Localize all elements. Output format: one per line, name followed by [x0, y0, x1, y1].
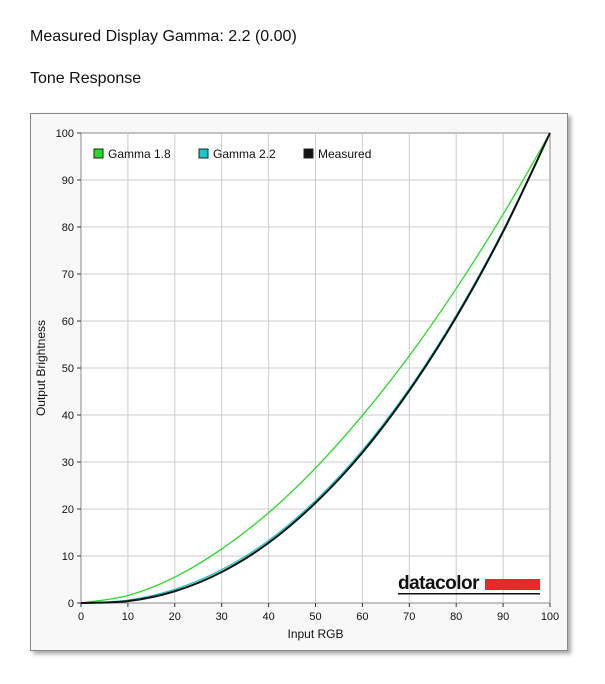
x-tick-label: 30: [216, 611, 228, 623]
y-axis-label: Output Brightness: [34, 320, 48, 416]
legend: Gamma 1.8 Gamma 2.2 Measured: [93, 147, 371, 161]
series-line-gamma-1-8: [80, 132, 551, 604]
legend-label: Measured: [318, 147, 371, 161]
grid: [81, 133, 550, 603]
legend-label: Gamma 2.2: [213, 147, 276, 161]
legend-swatch: [198, 148, 209, 159]
series-line-measured: [80, 132, 551, 604]
logo-text: datacolor: [398, 573, 480, 594]
x-tick-label: 10: [122, 611, 134, 623]
y-tick-label: 0: [68, 598, 74, 610]
x-tick-label: 40: [262, 611, 274, 623]
x-tick-label: 50: [309, 611, 321, 623]
y-tick-label: 70: [62, 269, 74, 281]
legend-swatch: [303, 148, 314, 159]
y-tick-label: 50: [62, 363, 74, 375]
y-tick-label: 90: [62, 175, 74, 187]
x-tick-label: 0: [78, 611, 84, 623]
chart-section-title: Tone Response: [30, 70, 142, 87]
series-layer: [80, 132, 551, 604]
x-tick-label: 80: [450, 611, 462, 623]
x-tick-label: 70: [403, 611, 415, 623]
tick-labels: 0 10 20 30 40 50 60 70 80 90 100 0 10 20 30 40 50 60 70 80 9…: [56, 128, 560, 623]
x-tick-label: 60: [356, 611, 368, 623]
y-tick-label: 60: [62, 316, 74, 328]
y-tick-label: 80: [62, 222, 74, 234]
datacolor-logo: datacolor: [398, 573, 540, 595]
chart-frame: 0 10 20 30 40 50 60 70 80 90 100 0 10 20 30 40 50 60 70 80 9…: [30, 113, 568, 651]
tone-response-chart: 0 10 20 30 40 50 60 70 80 90 100 0 10 20 30 40 50 60 70 80 9…: [34, 128, 560, 641]
x-tick-label: 100: [541, 611, 559, 623]
page-title: Measured Display Gamma: 2.2 (0.00): [30, 28, 297, 45]
legend-label: Gamma 1.8: [108, 147, 171, 161]
legend-swatch: [93, 148, 104, 159]
x-tick-label: 90: [497, 611, 509, 623]
y-tick-label: 40: [62, 410, 74, 422]
logo-red-bar: [485, 579, 540, 590]
y-tick-label: 30: [62, 457, 74, 469]
y-tick-label: 100: [56, 128, 74, 140]
x-axis-label: Input RGB: [287, 627, 343, 641]
logo-underline: [398, 593, 540, 595]
y-tick-label: 20: [62, 504, 74, 516]
y-tick-label: 10: [62, 551, 74, 563]
x-tick-label: 20: [169, 611, 181, 623]
